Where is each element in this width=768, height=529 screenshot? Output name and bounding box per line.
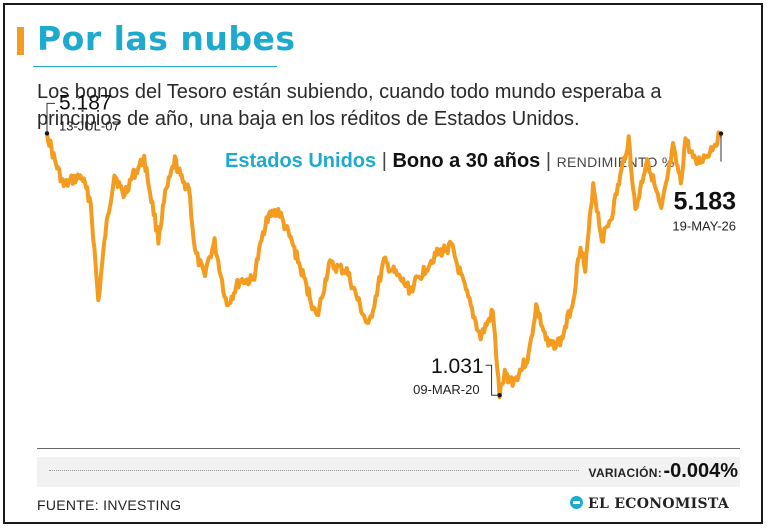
brand-name: EL ECONOMISTA: [588, 496, 729, 512]
yield-line-chart: 5.187 13-JUL-07 1.031 09-MAR-20 5.183 19-MAY-…: [44, 91, 736, 400]
min-value-label: 1.031: [431, 355, 484, 378]
brand-globe-icon: [570, 496, 584, 509]
min-date-label: 09-MAR-20: [413, 382, 479, 397]
start-leader-line: [46, 102, 55, 134]
variation-track: [49, 470, 579, 473]
variation-label: VARIACIÓN:: [588, 466, 662, 480]
chart-bond: Bono a 30 años: [392, 150, 541, 172]
page-title: Por las nubes: [37, 19, 296, 58]
brand-logo: EL ECONOMISTA: [570, 496, 729, 512]
chart-separator: |: [381, 150, 387, 172]
end-value-label: 5.183: [673, 188, 736, 216]
title-accent-bar: [17, 27, 24, 55]
min-leader-line: [485, 364, 500, 396]
page-subtitle: Los bonos del Tesoro están subiendo, cua…: [37, 81, 662, 130]
infographic-frame: Por las nubes Los bonos del Tesoro están…: [3, 3, 763, 524]
chart-country: Estados Unidos: [225, 150, 377, 172]
footer-divider: [37, 448, 740, 449]
title-underline: [33, 66, 277, 67]
yield-series-line: [45, 130, 723, 400]
start-value-label: 5.187: [59, 91, 112, 114]
end-date-label: 19-MAY-26: [672, 219, 736, 234]
chart-separator-2: |: [545, 150, 552, 172]
source-credit: FUENTE: INVESTING: [37, 497, 182, 513]
start-date-label: 13-JUL-07: [59, 118, 120, 133]
variation-box: VARIACIÓN: -0.004%: [37, 457, 740, 487]
variation-value: -0.004%: [663, 460, 739, 482]
